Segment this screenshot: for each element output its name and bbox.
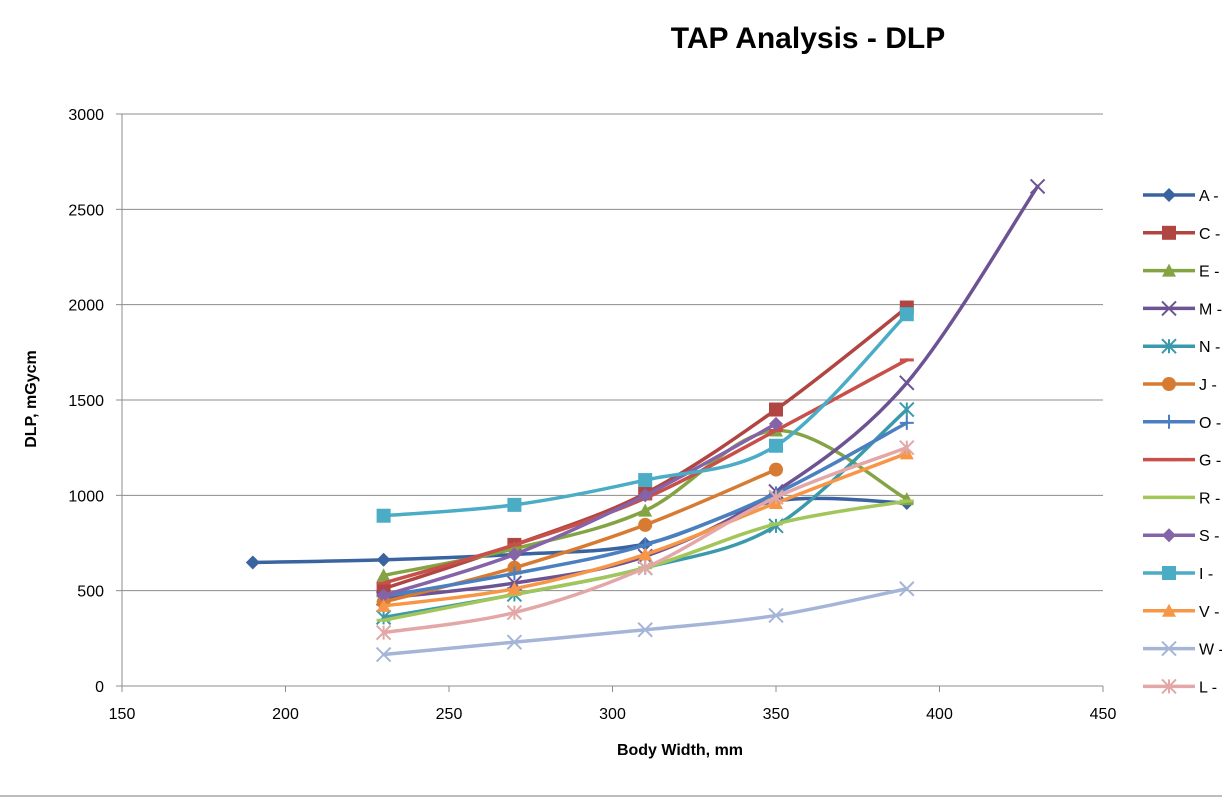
legend-label: C - [1199,226,1220,243]
data-point [376,508,391,523]
chart-title: TAP Analysis - DLP [670,22,946,55]
legend-marker [1162,225,1176,240]
legend-label: I - [1199,566,1213,583]
legend-marker [1161,640,1177,657]
data-point [1029,178,1046,195]
legend-marker [1162,414,1176,429]
data-point [769,462,783,477]
legend-label: N - [1199,339,1220,356]
data-point [899,439,915,456]
data-point [376,552,391,567]
data-point [638,488,653,503]
data-point [899,375,915,391]
data-point [375,624,392,641]
x-tick-label: 200 [272,706,299,723]
data-point [768,489,784,505]
legend-marker [1162,603,1176,617]
legend-label: A - [1199,188,1219,205]
series-line [381,184,1040,601]
legend-label: J - [1199,377,1217,394]
data-point [376,568,391,582]
data-point [507,497,522,512]
y-tick-label: 1000 [68,488,104,505]
data-point [638,503,653,517]
legend-marker [1162,528,1176,543]
legend-marker [1161,678,1177,695]
data-point [637,622,653,638]
bottom-divider [0,795,1222,797]
data-point [506,634,523,650]
data-point [768,607,784,624]
data-point [899,581,915,597]
legend-marker [1161,300,1177,317]
data-point [769,402,783,417]
y-axis-label: DLP, mGycm [23,350,40,448]
legend-label: E - [1199,264,1219,281]
legend-marker [1162,566,1176,580]
x-tick-label: 350 [763,706,790,723]
legend-label: G - [1199,453,1221,470]
data-point [769,416,783,431]
legend-label: L - [1199,679,1217,696]
data-point [245,555,260,570]
data-point [638,547,653,561]
x-tick-label: 250 [436,706,463,723]
data-point [637,560,653,576]
series-line [251,496,909,565]
data-point [638,517,653,532]
data-point [507,547,522,562]
data-point [507,581,522,595]
data-point [899,401,915,418]
legend-label: R - [1199,490,1220,507]
series-line [381,422,778,598]
legend-label: S - [1199,528,1219,545]
data-point [376,598,391,612]
x-tick-label: 150 [109,706,136,723]
legend-marker [1162,263,1176,277]
y-tick-label: 1500 [68,393,104,410]
legend-marker [1162,188,1176,202]
x-tick-label: 300 [599,706,626,723]
legend-label: M - [1199,301,1222,318]
x-axis-label: Body Width, mm [616,742,744,759]
y-tick-label: 2000 [68,298,104,315]
data-point [507,566,522,581]
x-tick-label: 400 [926,706,953,723]
y-tick-label: 0 [95,679,104,696]
data-point [375,609,392,626]
legend-marker [1161,338,1177,354]
legend-label: O - [1199,415,1221,432]
y-tick-label: 3000 [68,107,104,124]
y-tick-label: 500 [77,584,104,601]
x-tick-label: 450 [1090,706,1117,723]
legend-label: W - [1199,642,1222,659]
data-point [376,588,391,603]
data-point [769,438,783,453]
data-point [506,604,523,621]
y-tick-label: 2500 [68,202,104,219]
data-point [899,415,914,430]
data-point [638,473,653,488]
data-point [375,646,392,663]
legend-label: V - [1199,604,1219,621]
legend-marker [1162,377,1176,391]
data-point [899,307,914,322]
